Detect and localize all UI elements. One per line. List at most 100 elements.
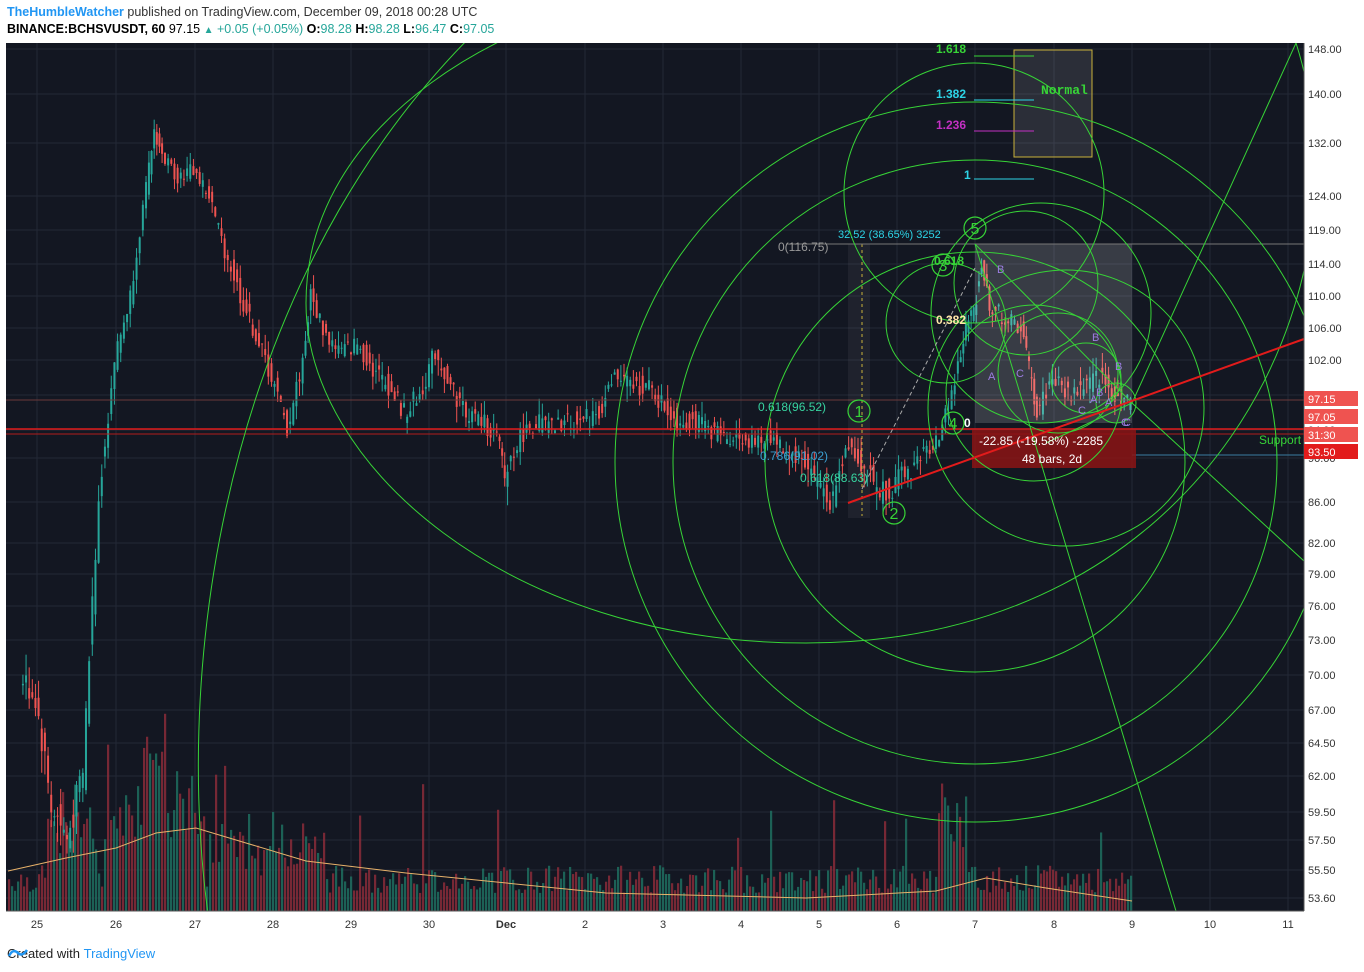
wave-dash: [861, 267, 976, 490]
abc-label: A: [988, 371, 996, 383]
volume-bar: [572, 874, 575, 911]
candle-body: [1022, 321, 1025, 338]
volume-bar: [26, 877, 29, 911]
candle-body: [431, 350, 434, 374]
candle-body: [1063, 388, 1066, 398]
volume-bar: [653, 866, 656, 911]
candle-body: [1079, 381, 1082, 386]
candle-body: [289, 421, 292, 425]
candle-body: [1000, 322, 1003, 325]
volume-bar: [1073, 879, 1076, 911]
volume-bar: [479, 887, 482, 911]
created-with-text: Created with: [7, 946, 80, 961]
volume-bar: [368, 869, 371, 911]
candle-body: [446, 366, 449, 384]
candlestick-chart[interactable]: 1.618 1.382 1.236 1 0.618 0.382 0 0(116.75) 0.61…: [6, 43, 1358, 935]
volume-bar: [371, 892, 374, 911]
candle-body: [641, 375, 644, 394]
volume-bar: [977, 887, 980, 911]
volume-bar: [698, 892, 701, 911]
candle-body: [251, 324, 254, 336]
candle-body: [672, 411, 675, 419]
candle-body: [110, 388, 113, 414]
candle-body: [393, 391, 396, 401]
author-link[interactable]: TheHumbleWatcher: [7, 5, 124, 19]
fan-line: [1131, 43, 1297, 404]
volume-bar: [299, 852, 302, 911]
volume-bar: [398, 873, 401, 911]
volume-bar: [1019, 889, 1022, 911]
candle-body: [233, 259, 235, 281]
volume-bar: [986, 875, 989, 911]
candle-body: [282, 412, 285, 416]
volume-bar: [236, 857, 239, 911]
candle-body: [214, 207, 217, 217]
tradingview-brand[interactable]: TradingView: [83, 946, 156, 961]
volume-bar: [41, 865, 44, 911]
volume-bar: [704, 872, 707, 911]
volume-bar: [449, 888, 452, 911]
volume-bar: [212, 862, 215, 911]
candle-body: [1110, 388, 1113, 401]
candle-body: [754, 437, 757, 445]
abc-label: C: [1123, 417, 1131, 429]
candle-body: [741, 443, 744, 445]
candle-body: [825, 484, 828, 503]
volume-bar: [434, 872, 437, 911]
volume-bar: [503, 867, 506, 911]
last-price: 97.15: [168, 22, 201, 36]
wave-circle: [882, 501, 906, 525]
volume-bar: [203, 816, 206, 911]
volume-bar: [671, 883, 674, 911]
chart-area[interactable]: 1.618 1.382 1.236 1 0.618 0.382 0 0(116.75) 0.61…: [6, 43, 1358, 935]
fan-line: [1131, 402, 1305, 562]
price-label-box: [1304, 409, 1358, 424]
volume-bar: [14, 890, 17, 911]
fib-level-label: 1.236: [936, 118, 966, 132]
volume-bar: [1016, 875, 1019, 911]
volume-bar: [197, 834, 200, 911]
candle-body: [900, 466, 903, 471]
volume-bar: [35, 887, 38, 911]
candle-body: [1098, 384, 1101, 388]
volume-bar: [416, 884, 419, 911]
candle-body: [866, 475, 869, 477]
volume-bar: [176, 771, 179, 911]
fib-circle: [843, 62, 1105, 324]
candle-body: [1030, 377, 1033, 379]
volume-bar: [758, 892, 761, 911]
volume-bar: [209, 834, 212, 911]
candle-body: [312, 288, 315, 302]
candle-body: [853, 448, 856, 459]
candle-body: [495, 431, 498, 433]
volume-bar: [389, 879, 392, 911]
volume-bar: [617, 866, 620, 911]
candle-body: [738, 433, 741, 439]
volume-bar: [158, 765, 161, 911]
candle-body: [604, 397, 607, 407]
candle-body: [925, 445, 928, 453]
candle-body: [501, 448, 504, 456]
volume-bar: [605, 881, 608, 911]
candle-body: [298, 379, 301, 382]
fib-circle: [885, 262, 1007, 384]
candle-body: [1076, 391, 1079, 396]
volume-bar: [59, 853, 62, 911]
candle-body: [544, 416, 547, 421]
volume-bar: [707, 868, 710, 911]
candle-body: [1025, 336, 1028, 348]
volume-bar: [506, 870, 509, 911]
candle-body: [25, 675, 28, 683]
volume-bar: [860, 871, 863, 911]
volume-bar: [950, 834, 953, 911]
candle-body: [464, 402, 467, 418]
candle-body: [553, 430, 556, 434]
candle-body: [100, 476, 103, 497]
volume-bar: [1034, 885, 1037, 911]
y-tick-label: 67.00: [1308, 705, 1336, 717]
x-tick-label: 29: [345, 919, 357, 931]
volume-bar: [773, 876, 776, 911]
candle-body: [775, 432, 778, 445]
volume-bar: [530, 871, 533, 911]
volume-bar: [887, 888, 890, 911]
